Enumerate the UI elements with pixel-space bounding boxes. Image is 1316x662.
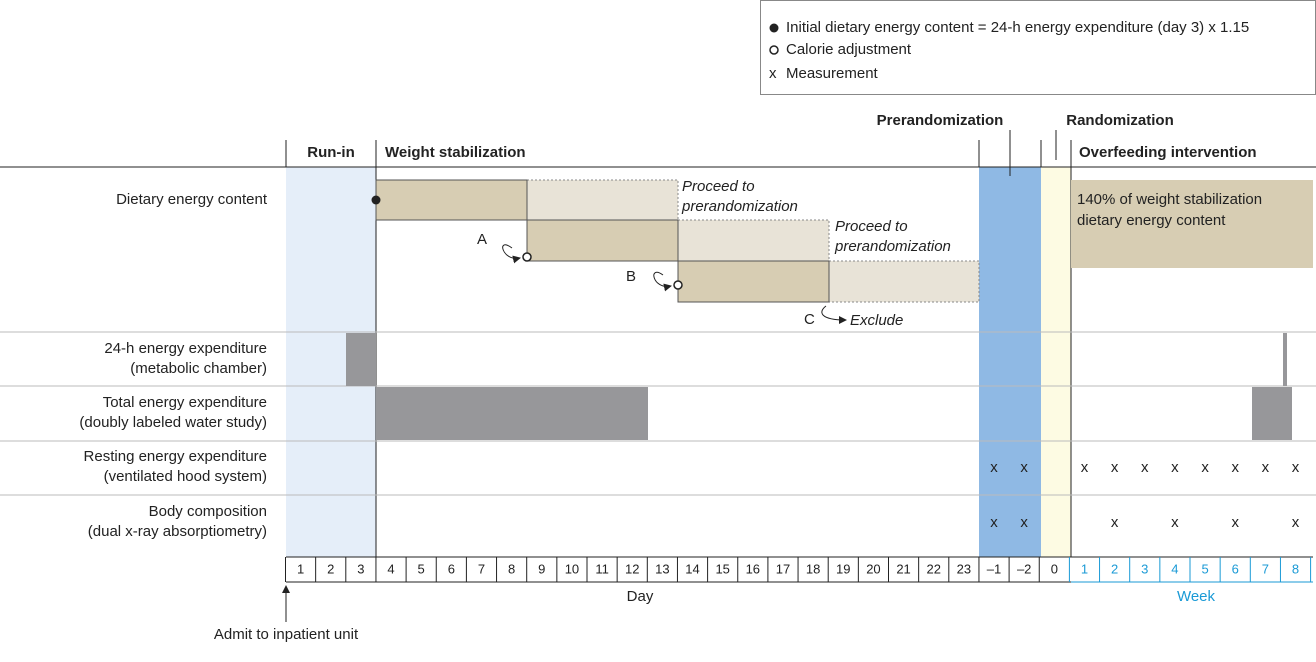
measurement-x: x: [1111, 514, 1119, 531]
measurement-x: x: [1141, 459, 1149, 476]
measurement-x: x: [1081, 459, 1089, 476]
rand-bg: [1041, 167, 1071, 557]
day-label: 8: [508, 561, 515, 576]
week-label: 1: [1081, 561, 1088, 576]
proceed: Proceed to: [682, 178, 755, 195]
row-label: (doubly labeled water study): [79, 414, 267, 431]
day-label: 14: [685, 561, 699, 576]
header: Prerandomization: [877, 112, 1004, 129]
legend-x: x: [769, 65, 777, 82]
measurement-x: x: [1292, 459, 1300, 476]
day-label: –2: [1017, 561, 1031, 576]
week-label: 5: [1201, 561, 1208, 576]
axis-label: Day: [627, 588, 654, 605]
measurement-x: x: [1201, 459, 1209, 476]
legend-circle: [769, 45, 779, 55]
day-label: 22: [926, 561, 940, 576]
measurement-x: x: [1020, 459, 1028, 476]
day-label: –1: [987, 561, 1001, 576]
legend-item: Calorie adjustment: [786, 41, 912, 58]
day-label: 3: [357, 561, 364, 576]
axis-label: Week: [1177, 588, 1216, 605]
measurement-x: x: [1020, 514, 1028, 531]
legend-item: Measurement: [786, 65, 879, 82]
day-label: 2: [327, 561, 334, 576]
day-label: 11: [595, 561, 609, 576]
row-lines: [0, 331, 1316, 496]
step-label: B: [626, 268, 636, 285]
week-label: 8: [1292, 561, 1299, 576]
header: Randomization: [1066, 112, 1174, 129]
legend-dot: [769, 23, 779, 33]
legend-box: [760, 0, 1316, 95]
header: Overfeeding intervention: [1079, 144, 1257, 161]
header: Weight stabilization: [385, 144, 526, 161]
day-label: 6: [448, 561, 455, 576]
day-label: 12: [625, 561, 639, 576]
row-label: Dietary energy content: [116, 191, 268, 208]
measurement-x: x: [1231, 459, 1239, 476]
measurement-x: x: [1111, 459, 1119, 476]
step-label: C: [804, 311, 815, 328]
day-label: 16: [746, 561, 760, 576]
week-label: 6: [1232, 561, 1239, 576]
day-label: 19: [836, 561, 850, 576]
proceed: Proceed to: [835, 218, 908, 235]
day-label: 23: [957, 561, 971, 576]
measurement-bars: [346, 333, 1292, 440]
day-label: 18: [806, 561, 820, 576]
row-label: (dual x-ray absorptiometry): [88, 523, 267, 540]
measurement-x: x: [990, 459, 998, 476]
day-label: 13: [655, 561, 669, 576]
header: Run-in: [307, 144, 354, 161]
day-label: 20: [866, 561, 880, 576]
exclude: Exclude: [850, 312, 903, 329]
admit-label: Admit to inpatient unit: [214, 626, 359, 643]
overfeeding-text: 140% of weight stabilization: [1077, 191, 1262, 208]
measurement-x: x: [1262, 459, 1270, 476]
measurement-x: x: [1171, 514, 1179, 531]
measurement-marks: x x x x x x x x x x x x x x x x: [990, 459, 1300, 531]
prerand-bg: [979, 167, 1041, 557]
day-label: 1: [297, 561, 304, 576]
row-label: 24-h energy expenditure: [104, 340, 267, 357]
day-label: 7: [478, 561, 485, 576]
week-label: 7: [1262, 561, 1269, 576]
day-label: 0: [1051, 561, 1058, 576]
overfeeding-text: dietary energy content: [1077, 212, 1226, 229]
day-label: 21: [896, 561, 910, 576]
proceed: prerandomization: [834, 238, 951, 255]
measurement-x: x: [990, 514, 998, 531]
measurement-x: x: [1231, 514, 1239, 531]
measurement-x: x: [1292, 514, 1300, 531]
measurement-x: x: [1171, 459, 1179, 476]
proceed: prerandomization: [681, 198, 798, 215]
row-label: Body composition: [149, 503, 267, 520]
day-label: 17: [776, 561, 790, 576]
day-label: 5: [418, 561, 425, 576]
day-label: 9: [538, 561, 545, 576]
diet-boxes: [371, 179, 1313, 324]
day-axis: 1 2 3 4 5 6 7 8 9 10 11 12 13 14 15 16 17 18 19 20 21 22 23 –1–…: [285, 556, 1313, 583]
day-label: 15: [715, 561, 729, 576]
row-label: (ventilated hood system): [104, 468, 267, 485]
week-label: 4: [1171, 561, 1178, 576]
day-label: 4: [387, 561, 394, 576]
step-label: A: [477, 231, 487, 248]
row-label: Resting energy expenditure: [84, 448, 267, 465]
week-label: 2: [1111, 561, 1118, 576]
row-label: Total energy expenditure: [103, 394, 267, 411]
row-label: (metabolic chamber): [130, 360, 267, 377]
week-label: 3: [1141, 561, 1148, 576]
day-label: 10: [565, 561, 579, 576]
legend-item: Initial dietary energy content = 24-h en…: [786, 19, 1249, 36]
